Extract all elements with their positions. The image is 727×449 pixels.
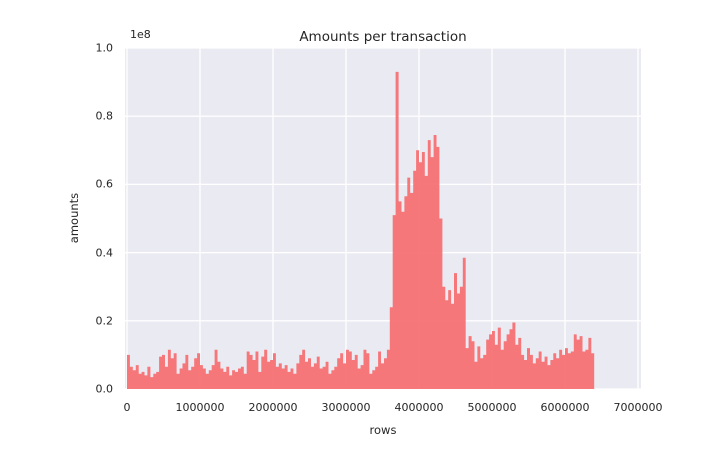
- amounts-series: [127, 71, 595, 390]
- x-tick-label: 6000000: [540, 401, 590, 414]
- y-tick-label: 1.0: [95, 41, 114, 55]
- chart-title: Amounts per transaction: [299, 29, 467, 45]
- x-tick-label: 2000000: [248, 401, 298, 414]
- x-axis-label: rows: [369, 423, 397, 437]
- x-tick-label: 7000000: [613, 401, 663, 414]
- y-tick-label: 0.8: [95, 109, 114, 123]
- y-axis-offset-text: 1e8: [130, 28, 151, 41]
- y-tick-label: 0.4: [95, 246, 114, 260]
- y-tick-label: 0.0: [95, 382, 114, 396]
- x-tick-label: 1000000: [175, 401, 225, 414]
- y-axis-label: amounts: [67, 192, 81, 244]
- plot-area: [125, 48, 641, 389]
- x-tick-label: 0: [123, 401, 131, 414]
- y-tick-label: 0.6: [95, 177, 114, 191]
- y-tick-label: 0.2: [95, 314, 114, 328]
- x-tick-label: 3000000: [321, 401, 371, 414]
- x-tick-label: 5000000: [467, 401, 517, 414]
- x-tick-label: 4000000: [394, 401, 444, 414]
